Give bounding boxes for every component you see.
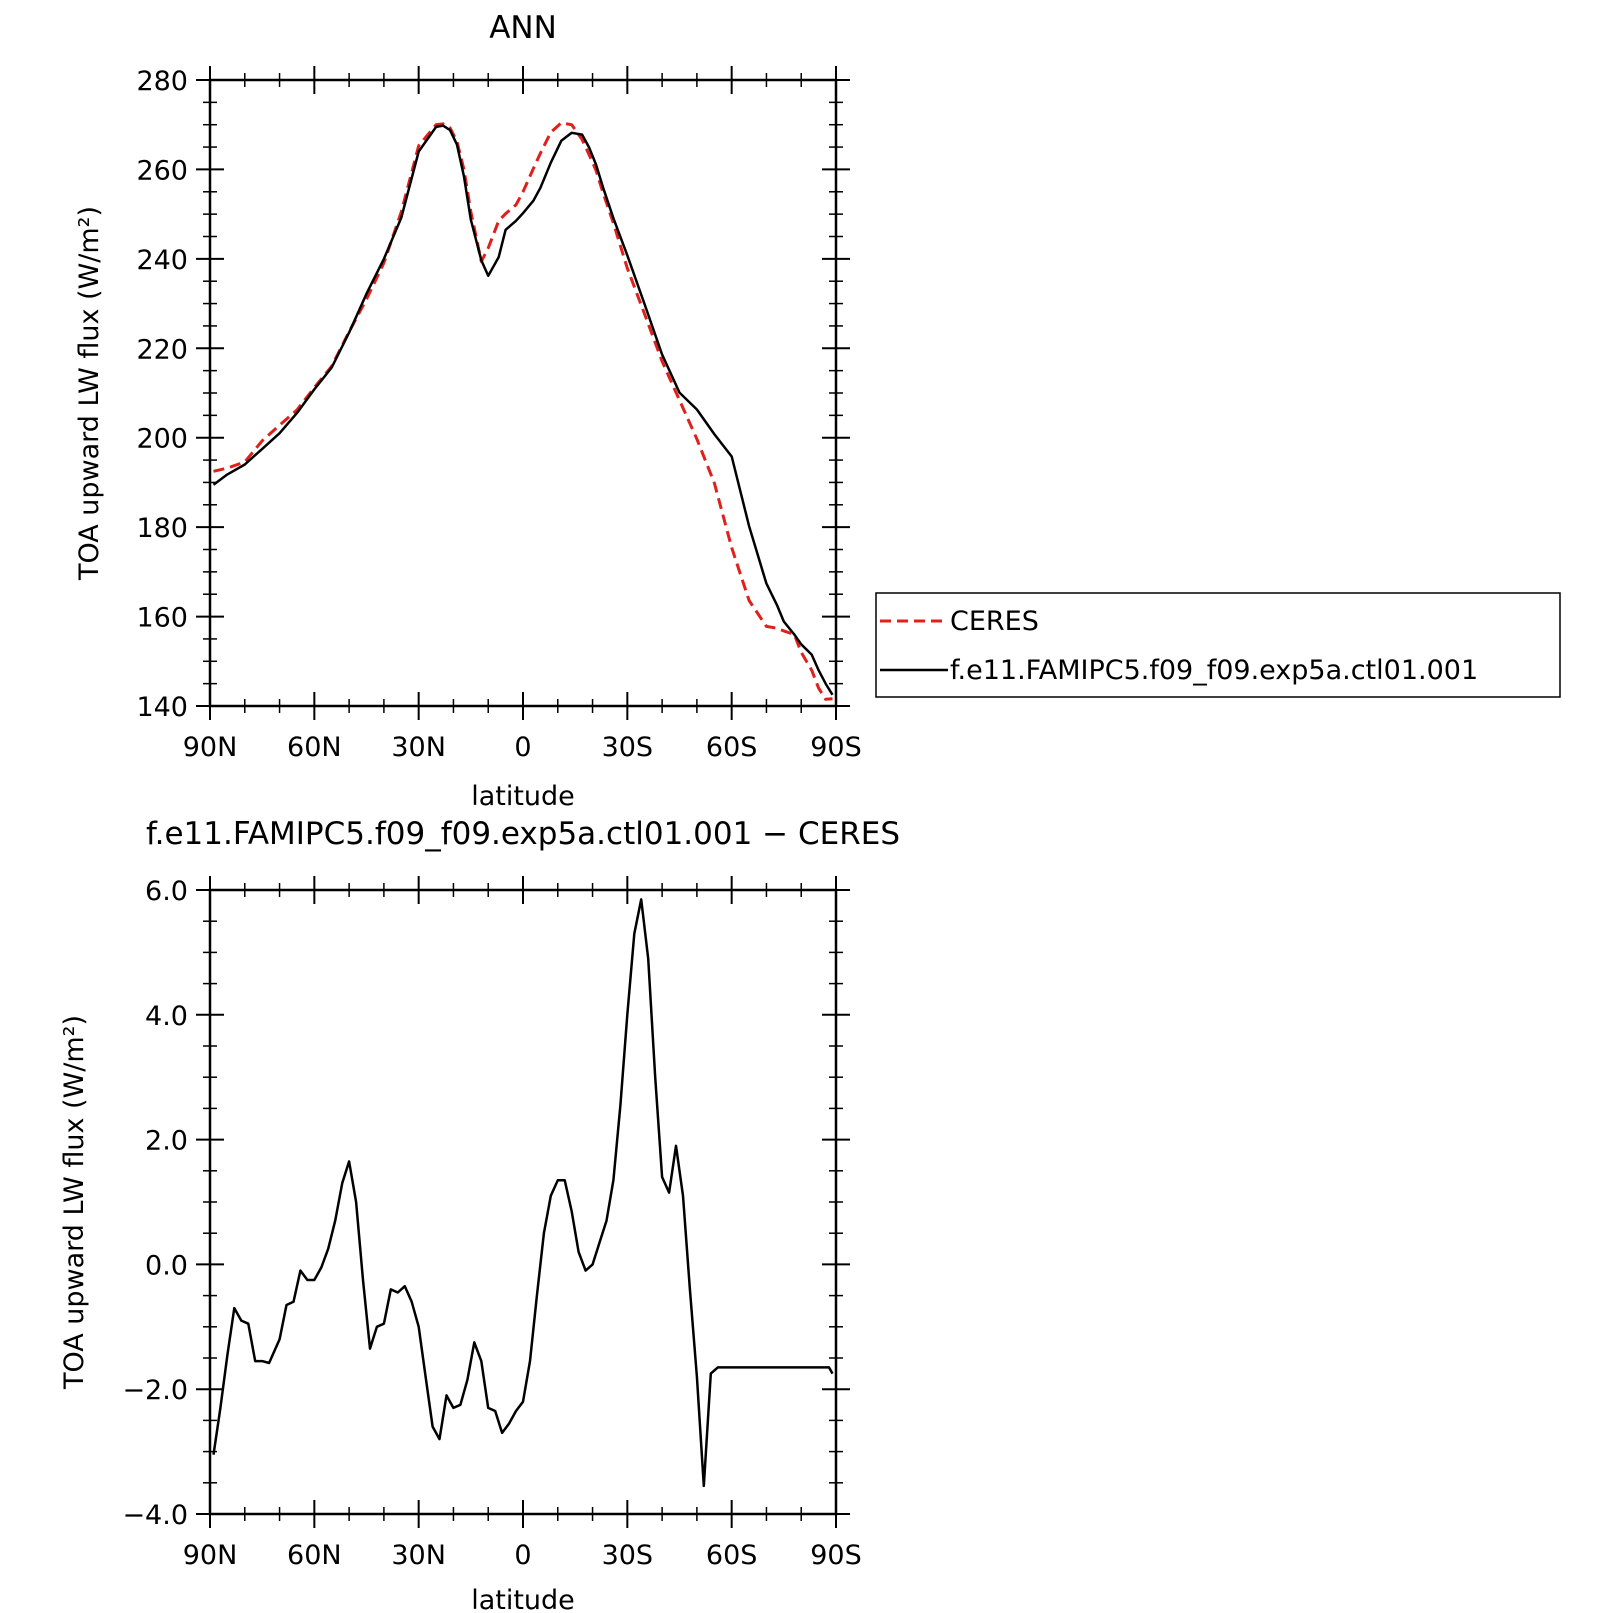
y-tick-label: 240 (136, 245, 188, 276)
panel-bottom-y-tick-labels: −4.0 −2.0 0.0 2.0 4.0 6.0 (122, 876, 188, 1531)
panel-bottom-y-axis-title: TOA upward LW flux (W/m²) (59, 1015, 90, 1390)
x-tick-label: 60N (287, 732, 342, 763)
panel-bottom-difference: f.e11.FAMIPC5.f09_f09.exp5a.ctl01.001 − … (59, 816, 900, 1613)
legend: CERES f.e11.FAMIPC5.f09_f09.exp5a.ctl01.… (875, 592, 1561, 698)
x-tick-label: 60N (287, 1540, 342, 1571)
panel-top-y-tick-labels: 140 160 180 200 220 240 260 280 (136, 66, 188, 723)
y-tick-label: 2.0 (145, 1126, 188, 1157)
panel-top-x-tick-labels: 90N 60N 30N 0 30S 60S 90S (183, 732, 862, 763)
panel-top-y-axis-title: TOA upward LW flux (W/m²) (74, 206, 105, 581)
x-tick-label: 0 (514, 732, 531, 763)
y-tick-label: 180 (136, 513, 188, 544)
y-tick-label: −4.0 (122, 1500, 188, 1531)
y-tick-label: 6.0 (145, 876, 188, 907)
panel-top-frame (208, 78, 838, 708)
x-tick-label: 60S (706, 1540, 758, 1571)
y-tick-label: 160 (136, 603, 188, 634)
y-tick-label: 200 (136, 424, 188, 455)
legend-label-ceres: CERES (950, 606, 1039, 637)
panel-top-ticks (196, 66, 850, 720)
x-tick-label: 90S (810, 732, 862, 763)
panel-bottom-x-axis-title: latitude (471, 1585, 575, 1613)
x-tick-label: 90N (183, 732, 238, 763)
panel-bottom-title: f.e11.FAMIPC5.f09_f09.exp5a.ctl01.001 − … (146, 816, 900, 852)
x-tick-label: 90S (810, 1540, 862, 1571)
series-line-f-e11-famipc5-f09-f09-exp5a-ctl01-001 (212, 124, 834, 696)
series-line-ceres (213, 121, 833, 701)
panel-bottom-ticks (196, 876, 850, 1528)
x-tick-label: 0 (514, 1540, 531, 1571)
x-tick-label: 30S (602, 1540, 654, 1571)
y-tick-label: 140 (136, 692, 188, 723)
x-tick-label: 30S (602, 732, 654, 763)
x-tick-label: 30N (391, 1540, 446, 1571)
y-tick-label: −2.0 (122, 1375, 188, 1406)
y-tick-label: 4.0 (145, 1001, 188, 1032)
x-tick-label: 90N (183, 1540, 238, 1571)
series-line-bottom-0 (212, 898, 834, 1488)
panel-top-title: ANN (489, 10, 557, 46)
panel-bottom-frame (208, 888, 838, 1516)
legend-label-model: f.e11.FAMIPC5.f09_f09.exp5a.ctl01.001 (950, 655, 1478, 686)
panel-bottom-x-tick-labels: 90N 60N 30N 0 30S 60S 90S (183, 1540, 862, 1571)
x-tick-label: 30N (391, 732, 446, 763)
y-tick-label: 0.0 (145, 1250, 188, 1281)
panel-top-series (212, 121, 834, 701)
legend-box (875, 592, 1561, 698)
x-tick-label: 60S (706, 732, 758, 763)
y-tick-label: 220 (136, 334, 188, 365)
panel-bottom-series (212, 898, 834, 1488)
panel-top-latitude-profile: ANN 140 160 180 200 220 240 260 280 90N 60N 30N 0 3… (74, 10, 862, 812)
y-tick-label: 260 (136, 155, 188, 186)
y-tick-label: 280 (136, 66, 188, 97)
panel-top-x-axis-title: latitude (471, 781, 575, 812)
